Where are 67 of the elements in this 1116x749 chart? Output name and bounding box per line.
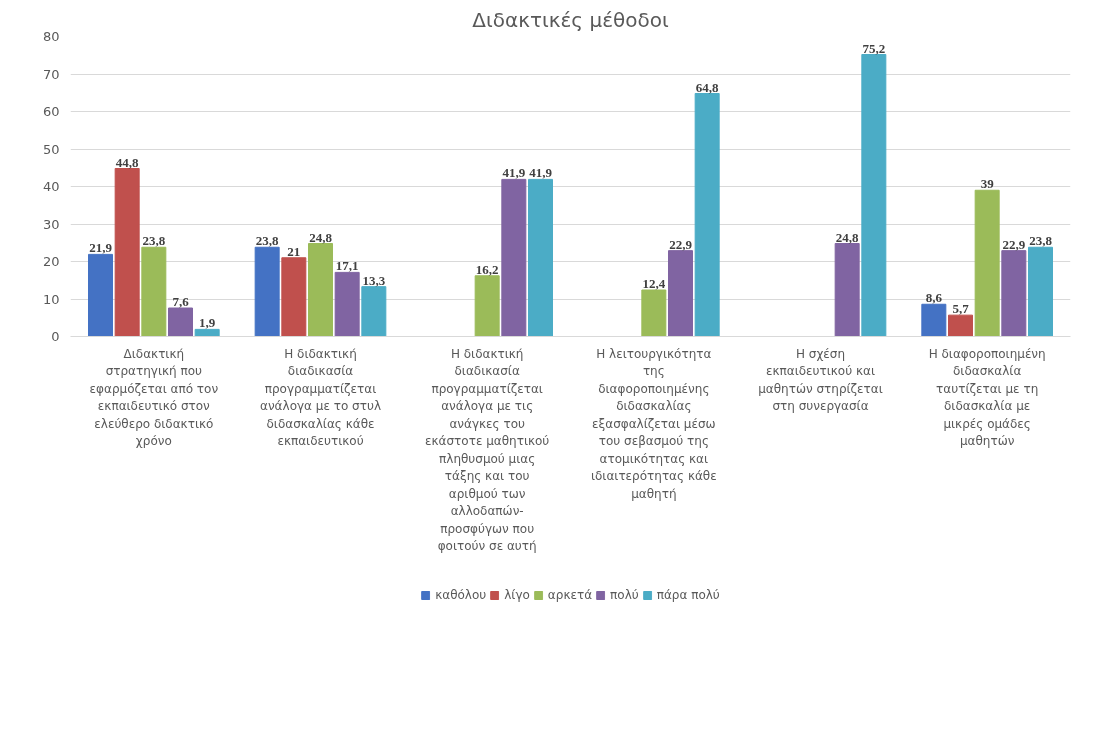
data-label: 44,8 <box>115 154 140 170</box>
data-label: 5,7 <box>952 301 970 317</box>
data-label: 17,1 <box>335 258 359 274</box>
y-tick-label: 20 <box>42 254 60 269</box>
bar <box>694 93 720 337</box>
data-label: 41,9 <box>529 165 553 181</box>
data-label: 22,9 <box>669 236 693 252</box>
bar <box>114 168 140 337</box>
data-label: 24,8 <box>835 229 860 245</box>
bar <box>668 250 693 337</box>
data-label: 13,3 <box>362 272 386 288</box>
bar <box>528 178 553 337</box>
data-label: 7,6 <box>172 294 190 309</box>
legend-label: καθόλου <box>435 588 487 602</box>
data-label: 22,9 <box>1002 236 1026 252</box>
data-label: 23,8 <box>1029 233 1053 249</box>
data-label: 8,6 <box>925 290 943 306</box>
data-label: 21 <box>287 243 301 259</box>
bar <box>361 286 387 337</box>
bar <box>88 253 113 337</box>
bar <box>308 243 333 337</box>
y-tick-label: 10 <box>42 291 60 307</box>
bar <box>861 54 887 337</box>
y-tick-label: 30 <box>42 216 60 232</box>
x-tick-label: Η σχέση εκπαιδευτικού και μαθητών στηρίζεται στη συνεργασία <box>758 346 883 413</box>
bar <box>921 303 947 337</box>
x-tick-label: Η διδακτική διαδικασία προγραμματίζεται ανάλογα με το στυλ διδασκαλίας κάθε εκπαιδευτικού <box>260 346 381 448</box>
data-label: 16,2 <box>475 261 499 277</box>
legend-label: πολύ <box>610 588 639 602</box>
bar <box>948 314 973 337</box>
bar <box>281 257 307 337</box>
bar <box>641 289 667 337</box>
y-tick-label: 80 <box>42 29 60 44</box>
bar <box>501 178 527 337</box>
data-label: 39 <box>980 176 995 192</box>
data-label: 24,8 <box>309 229 333 245</box>
legend-label: πάρα πολύ <box>656 588 720 602</box>
category-label: Η διδακτική διαδικασία προγραμματίζεται ανάλογα με τις ανάγκες του εκάστοτε μαθητικού πληθυσμού μιας τάξης και του αριθμού των αλλοδαπών- προσφύγων που φοιτούν σε αυτή <box>425 346 550 553</box>
x-tick-label: Η διαφοροποιημένη διδασκαλία ταυτίζεται με τη διδασκαλία με μικρές ομάδες μαθητών <box>928 346 1046 448</box>
chart-title: Διδακτικές μέθοδοι <box>472 7 669 32</box>
data-label: 12,4 <box>642 276 666 291</box>
x-tick-label: Διδακτική στρατηγική που εφαρμόζεται από τον εκπαιδευτικό στον ελεύθερο διδακτικό χρόνο <box>89 346 219 448</box>
bar <box>141 246 167 337</box>
bar <box>254 246 280 337</box>
bar <box>834 243 860 337</box>
data-label: 23,8 <box>255 233 280 249</box>
legend-label: λίγο <box>504 588 530 602</box>
bar <box>168 307 193 337</box>
y-tick-label: 40 <box>42 179 60 194</box>
bar <box>474 275 500 337</box>
data-label: 64,8 <box>695 79 720 95</box>
bar <box>194 328 220 337</box>
bar <box>1001 250 1027 337</box>
data-label: 41,9 <box>502 165 526 181</box>
data-label: 1,9 <box>199 315 216 331</box>
y-tick-label: 50 <box>42 141 60 157</box>
y-tick-label: 60 <box>42 104 60 119</box>
bar <box>974 189 1000 337</box>
data-label: 21,9 <box>89 240 113 256</box>
bar <box>1028 246 1053 337</box>
y-tick-label: 70 <box>42 66 60 82</box>
y-tick-label: 0 <box>51 329 60 344</box>
bar <box>334 271 360 337</box>
data-label: 75,2 <box>862 40 886 56</box>
category-label: Η λειτουργικότητα της διαφοροποιημένης διδασκαλίας εξασφαλίζεται μέσω του σεβασμού της ατομικότητας και ιδιαιτερότητας κάθε μαθητή <box>590 346 717 501</box>
legend-label: αρκετά <box>547 588 593 602</box>
data-label: 23,8 <box>142 233 166 249</box>
